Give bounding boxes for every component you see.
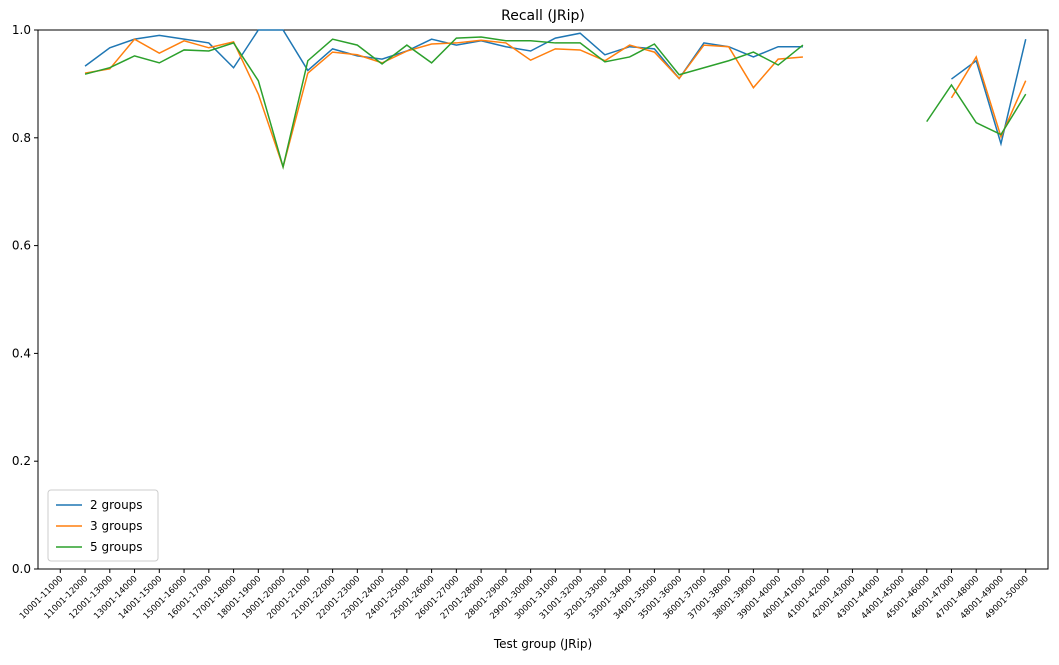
legend-label: 2 groups	[90, 498, 143, 512]
line-series	[84, 38, 1027, 170]
y-tick-label: 0.6	[12, 239, 31, 253]
line-series	[84, 29, 1027, 147]
y-tick-label: 0.2	[12, 454, 31, 468]
x-axis-label: Test group (JRip)	[493, 637, 592, 651]
plot-area	[37, 29, 1049, 570]
legend-frame	[47, 489, 159, 562]
legend-label: 5 groups	[90, 540, 143, 554]
legend: 2 groups 3 groups 5 groups	[47, 489, 159, 562]
y-tick-label: 0.0	[12, 562, 31, 576]
y-tick-label: 0.4	[12, 346, 31, 360]
y-tick-label: 0.8	[12, 131, 31, 145]
x-tick-label: 49001-50000	[983, 574, 1030, 621]
legend-label: 3 groups	[90, 519, 143, 533]
y-tick-label: 1.0	[12, 23, 31, 37]
chart-title: Recall (JRip)	[501, 8, 585, 24]
line-series	[84, 36, 1027, 170]
